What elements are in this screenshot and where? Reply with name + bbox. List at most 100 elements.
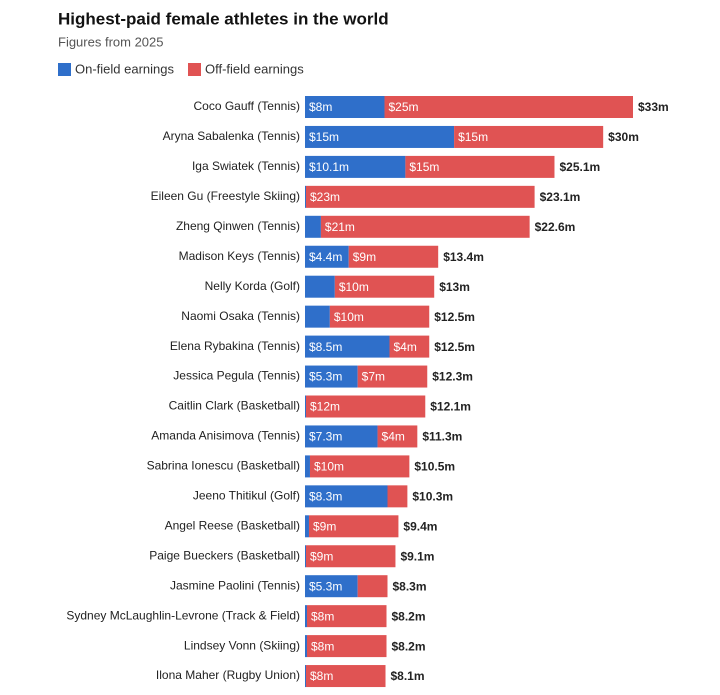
bar-segment: [305, 96, 385, 118]
value-label: $10m: [334, 310, 364, 324]
value-label: $10m: [339, 280, 369, 294]
total-label: $33m: [638, 100, 669, 114]
total-label: $13.4m: [443, 250, 484, 264]
bar-segment: [306, 635, 387, 658]
bar-segment: [357, 365, 428, 388]
bar-segment: [305, 185, 535, 208]
value-label: $4m: [393, 340, 416, 354]
total-label: $25.1m: [559, 160, 600, 174]
bar-segment: [454, 125, 604, 148]
bar-segment: [305, 605, 307, 628]
bar-segment: [377, 425, 418, 448]
category-label: Sabrina Ionescu (Basketball): [147, 459, 300, 473]
bar-segment: [305, 485, 388, 508]
bar-segment: [305, 125, 455, 148]
total-label: $10.3m: [412, 490, 453, 504]
bar-segment: [305, 185, 306, 208]
category-label: Aryna Sabalenka (Tennis): [163, 129, 300, 143]
category-label: Coco Gauff (Tennis): [194, 99, 301, 113]
value-label: $15m: [409, 160, 439, 174]
bar-segment: [305, 455, 310, 478]
value-label: $8m: [311, 609, 334, 623]
bar-segment: [305, 515, 309, 538]
category-label: Jessica Pegula (Tennis): [173, 369, 300, 383]
total-label: $11.3m: [422, 430, 462, 444]
total-label: $12.1m: [430, 400, 471, 414]
bar-segment: [329, 305, 430, 328]
value-label: $4m: [382, 430, 405, 444]
total-label: $9.4m: [403, 519, 437, 533]
value-label: $15m: [458, 130, 488, 144]
value-label: $8.5m: [309, 340, 342, 354]
total-label: $10.5m: [414, 460, 455, 474]
value-label: $7.3m: [309, 430, 342, 444]
bar-segment: [306, 605, 387, 628]
value-label: $10m: [314, 460, 344, 474]
total-label: $23.1m: [540, 190, 581, 204]
bar-segment: [305, 545, 306, 568]
bar-segment: [305, 395, 426, 418]
value-label: $12m: [310, 400, 340, 414]
value-label: $4.4m: [309, 250, 342, 264]
category-label: Lindsey Vonn (Skiing): [184, 638, 300, 652]
category-label: Nelly Korda (Golf): [205, 279, 300, 293]
category-label: Eileen Gu (Freestyle Skiing): [151, 189, 300, 203]
total-label: $8.1m: [391, 669, 425, 683]
bar-segment: [305, 215, 321, 238]
bar-segment: [305, 305, 330, 328]
category-label: Jeeno Thitikul (Golf): [193, 489, 300, 503]
value-label: $9m: [313, 519, 336, 533]
value-label: $21m: [325, 220, 355, 234]
bar-segment: [305, 245, 349, 268]
category-label: Sydney McLaughlin-Levrone (Track & Field…: [66, 608, 300, 622]
bar-segment: [305, 665, 306, 688]
category-label: Madison Keys (Tennis): [179, 249, 300, 263]
bar-segment: [305, 425, 378, 448]
legend-label: Off-field earnings: [205, 61, 304, 76]
bar-segment: [305, 575, 358, 598]
total-label: $22.6m: [535, 220, 576, 234]
total-label: $8.2m: [392, 639, 426, 653]
bar-segment: [320, 215, 530, 238]
bar-segment: [405, 155, 555, 178]
total-label: $12.3m: [432, 370, 473, 384]
category-label: Naomi Osaka (Tennis): [181, 309, 300, 323]
value-label: $7m: [362, 370, 385, 384]
value-label: $15m: [309, 130, 339, 144]
bar-segment: [334, 275, 435, 298]
legend-label: On-field earnings: [75, 61, 174, 76]
total-label: $13m: [439, 280, 470, 294]
bar-segment: [305, 635, 307, 658]
value-label: $5.3m: [309, 370, 342, 384]
bar-segment: [305, 155, 406, 178]
bar-segment: [305, 365, 358, 388]
category-label: Jasmine Paolini (Tennis): [170, 578, 300, 592]
total-label: $12.5m: [434, 310, 475, 324]
total-label: $30m: [608, 130, 639, 144]
value-label: $8.3m: [309, 490, 342, 504]
chart-subtitle: Figures from 2025: [58, 34, 164, 49]
value-label: $8m: [309, 100, 332, 114]
value-label: $8m: [311, 639, 334, 653]
value-label: $23m: [310, 190, 340, 204]
category-label: Elena Rybakina (Tennis): [170, 339, 300, 353]
category-label: Caitlin Clark (Basketball): [169, 399, 300, 413]
value-label: $5.3m: [309, 579, 342, 593]
bar-segment: [389, 335, 430, 358]
value-label: $8m: [310, 669, 333, 683]
total-label: $8.3m: [392, 579, 426, 593]
category-label: Iga Swiatek (Tennis): [192, 159, 300, 173]
bar-segment: [348, 245, 439, 268]
total-label: $9.1m: [400, 549, 434, 563]
legend-swatch: [188, 63, 201, 76]
chart-title: Highest-paid female athletes in the worl…: [58, 9, 389, 28]
category-label: Amanda Anisimova (Tennis): [151, 429, 300, 443]
value-label: $9m: [353, 250, 376, 264]
bar-segment: [305, 395, 306, 418]
bar-segment: [309, 455, 410, 478]
category-label: Angel Reese (Basketball): [165, 518, 300, 532]
bar-segment: [384, 96, 633, 118]
bar-segment: [357, 575, 388, 598]
value-label: $25m: [389, 100, 419, 114]
